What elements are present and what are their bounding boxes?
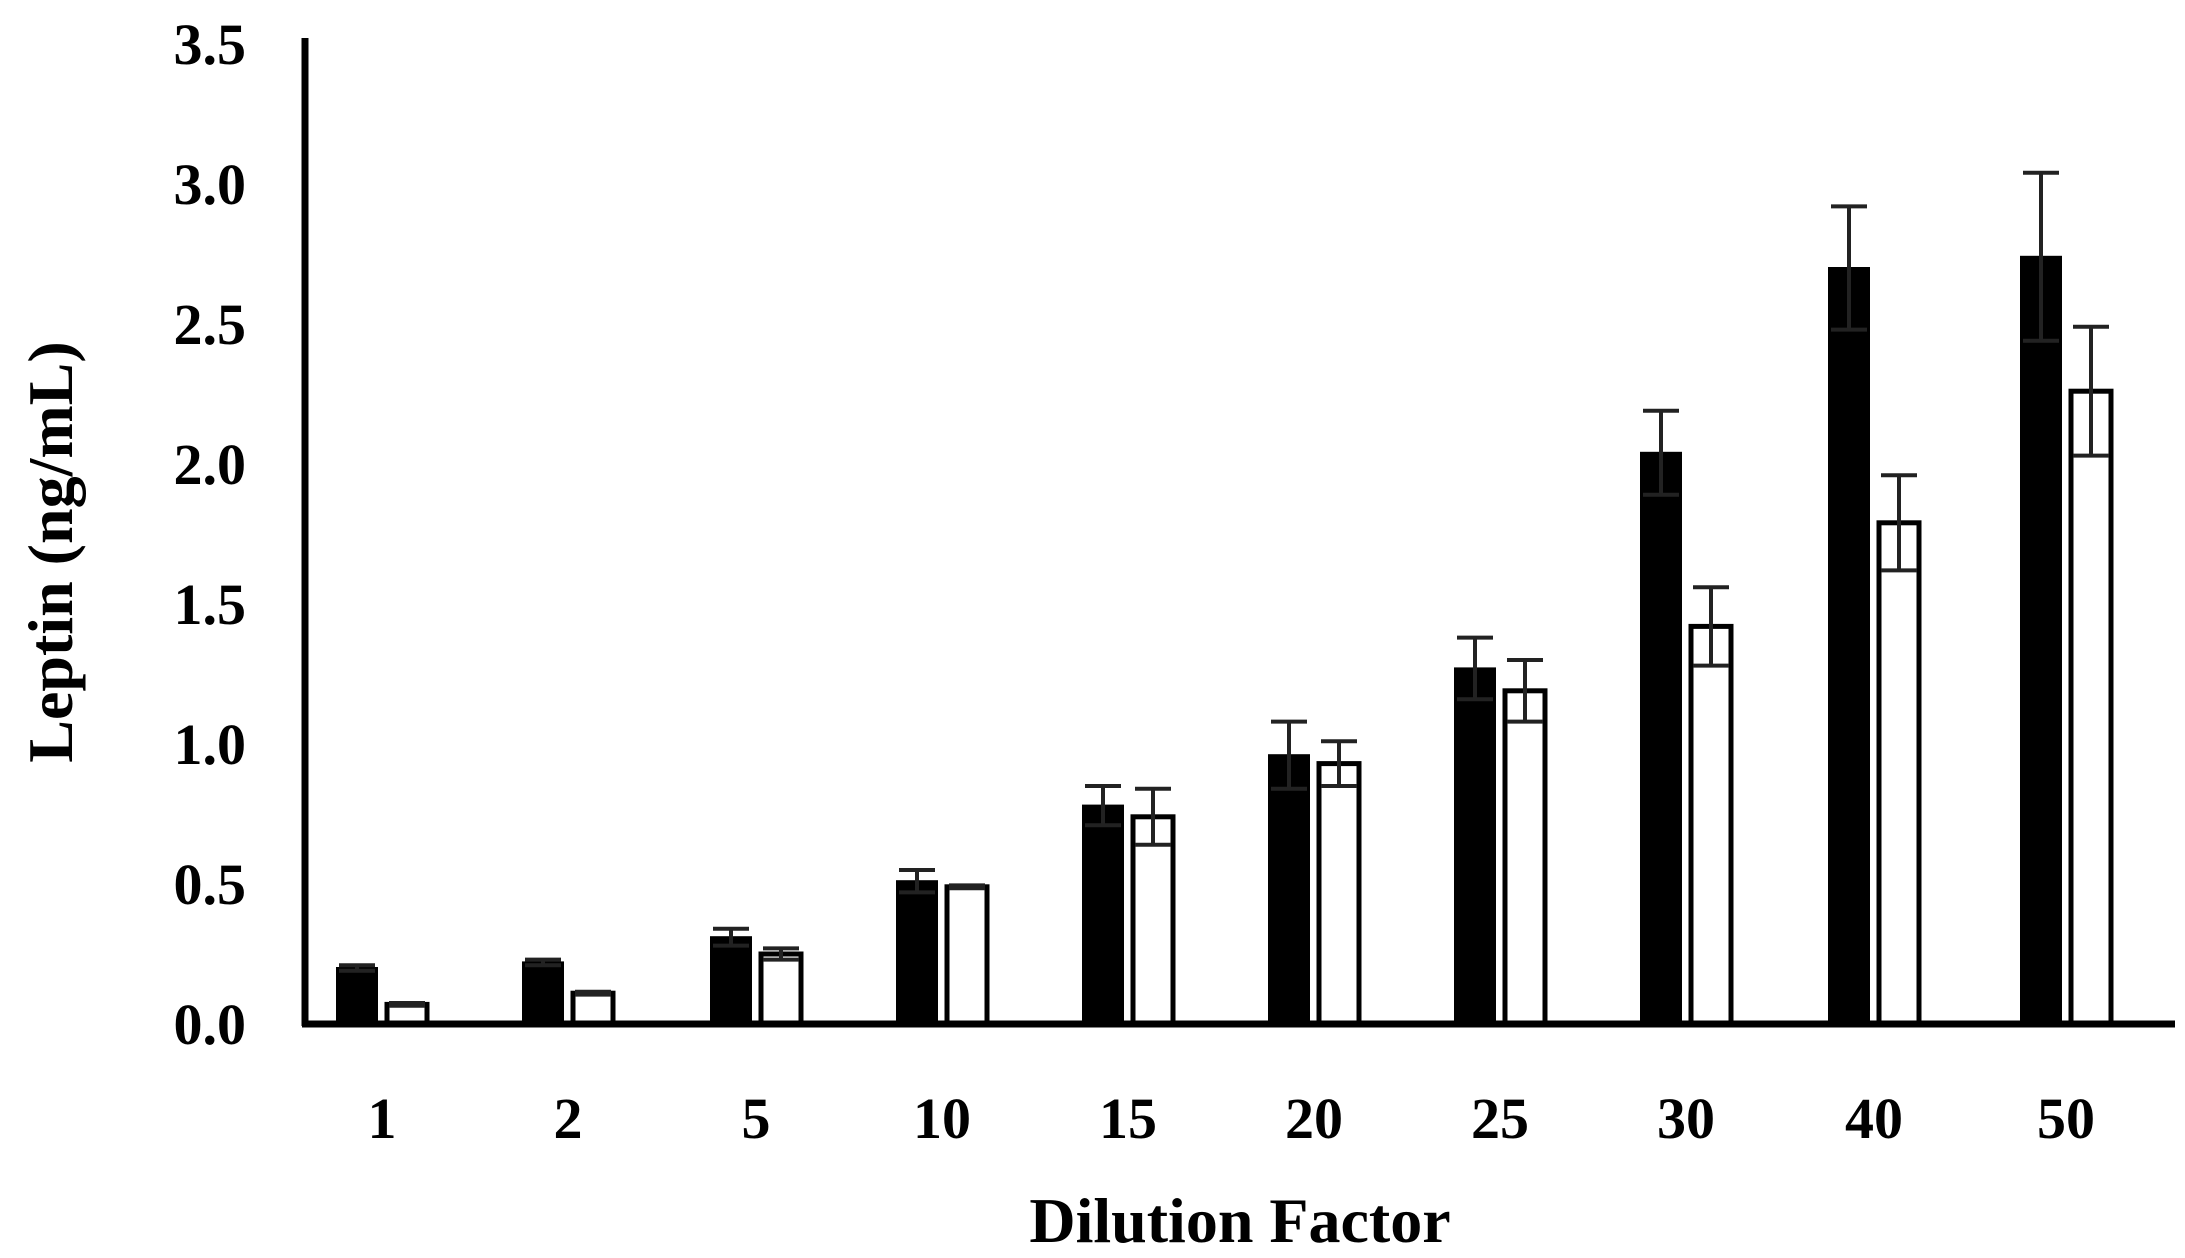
bar-series-2-30 xyxy=(1688,623,1734,1027)
bar-series-1-5 xyxy=(710,936,752,1026)
bar-series-1-15 xyxy=(1082,804,1124,1025)
y-tick-label: 3.5 xyxy=(174,12,247,77)
x-tick-label: 1 xyxy=(368,1086,397,1151)
x-tick-label: 30 xyxy=(1657,1086,1715,1151)
y-tick-label: 2.0 xyxy=(174,432,247,497)
bar-series-2-15 xyxy=(1130,814,1176,1027)
y-axis-title: Leptin (ng/mL) xyxy=(15,341,86,762)
x-tick-label: 10 xyxy=(913,1086,971,1151)
x-tick-labels: 1 2 5 10 15 20 25 30 40 50 xyxy=(368,1086,2096,1151)
error-bars xyxy=(339,170,2109,1008)
y-tick-label: 3.0 xyxy=(174,152,247,217)
x-tick-label: 2 xyxy=(554,1086,583,1151)
x-tick-label: 40 xyxy=(1845,1086,1903,1151)
y-tick-label: 0.0 xyxy=(174,992,247,1057)
y-tick-label: 1.5 xyxy=(174,572,247,637)
x-tick-label: 25 xyxy=(1471,1086,1529,1151)
bar-series-2-10 xyxy=(944,884,990,1027)
bar-series-1-50 xyxy=(2020,255,2062,1025)
bar-series-1-2 xyxy=(522,961,564,1026)
bar-series-1-25 xyxy=(1454,667,1496,1026)
x-axis-title: Dilution Factor xyxy=(1029,1185,1450,1256)
x-tick-label: 15 xyxy=(1099,1086,1157,1151)
bar-series-2-50 xyxy=(2068,388,2114,1027)
y-tick-labels: 0.0 0.5 1.0 1.5 2.0 2.5 3.0 3.5 xyxy=(174,12,247,1057)
y-tick-label: 0.5 xyxy=(174,852,247,917)
bar-series-2-2 xyxy=(570,990,616,1027)
bar-series-2-20 xyxy=(1316,761,1362,1027)
bar-series-2-25 xyxy=(1502,688,1548,1027)
x-tick-label: 5 xyxy=(742,1086,771,1151)
bar-series-1-40 xyxy=(1828,267,1870,1025)
bar-series-1-20 xyxy=(1268,754,1310,1025)
bars xyxy=(336,255,2114,1027)
bar-series-2-40 xyxy=(1876,520,1922,1027)
y-tick-label: 2.5 xyxy=(174,292,247,357)
bar-series-2-5 xyxy=(758,951,804,1027)
x-tick-label: 50 xyxy=(2037,1086,2095,1151)
bar-series-1-10 xyxy=(896,880,938,1026)
bar-series-1-30 xyxy=(1640,451,1682,1025)
x-tick-label: 20 xyxy=(1285,1086,1343,1151)
bar-series-1-1 xyxy=(336,967,378,1025)
y-tick-label: 1.0 xyxy=(174,712,247,777)
